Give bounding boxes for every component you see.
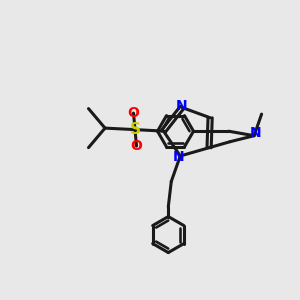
Text: N: N: [173, 151, 184, 164]
Text: N: N: [176, 99, 188, 113]
Text: O: O: [130, 139, 142, 153]
Text: S: S: [130, 122, 140, 137]
Text: O: O: [128, 106, 140, 120]
Text: N: N: [250, 126, 261, 140]
